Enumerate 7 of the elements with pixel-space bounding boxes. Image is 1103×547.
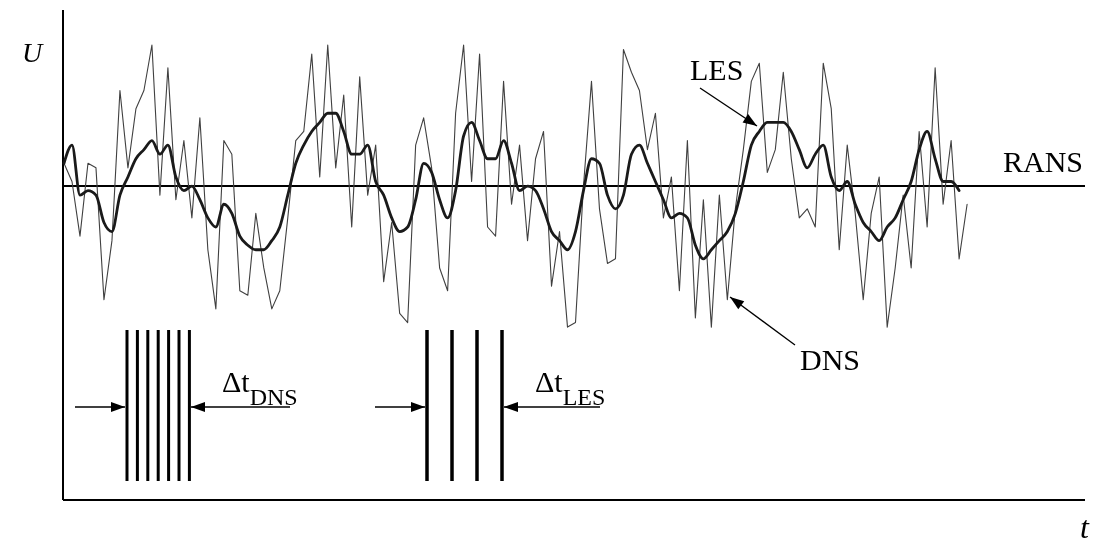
- annotation: Δt$_{DNS}$: [222, 365, 298, 410]
- series-label: LES: [690, 53, 744, 86]
- ref-line-label: RANS: [1002, 145, 1083, 179]
- annotation: Δt$_{LES}$: [535, 365, 606, 410]
- series-label: DNS: [800, 343, 861, 376]
- y-axis-title: U: [22, 37, 44, 68]
- x-axis-title: t: [1080, 509, 1090, 545]
